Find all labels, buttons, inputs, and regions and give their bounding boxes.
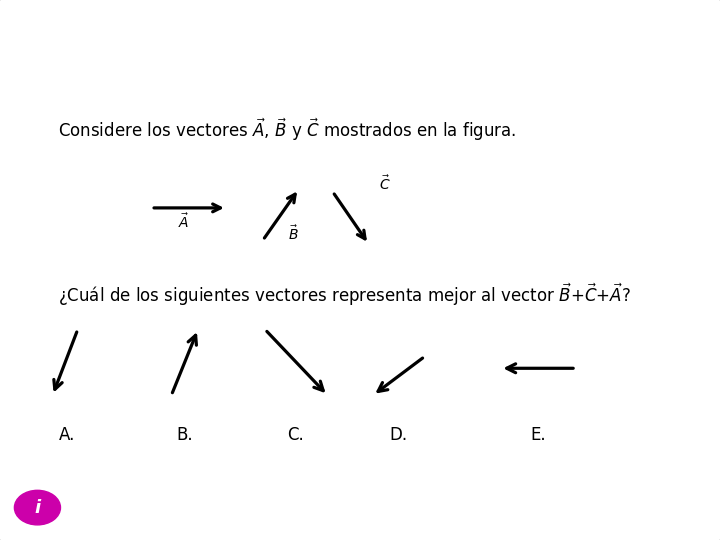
Text: $\vec{C}$: $\vec{C}$ [379,174,391,193]
Text: $\vec{A}$: $\vec{A}$ [178,212,189,231]
Text: D.: D. [390,426,408,444]
Circle shape [14,490,60,525]
Text: $\vec{B}$: $\vec{B}$ [289,225,299,244]
Text: C.: C. [287,426,305,444]
Text: Considere los vectores $\mathit{\vec{A}}$, $\mathit{\vec{B}}$ y $\mathit{\vec{C}: Considere los vectores $\mathit{\vec{A}}… [58,116,516,143]
Text: i: i [35,498,40,517]
Text: E.: E. [531,426,546,444]
Text: B.: B. [176,426,194,444]
Text: A.: A. [59,426,75,444]
Text: ¿Cuál de los siguientes vectores representa mejor al vector $\mathit{\vec{B}}$+$: ¿Cuál de los siguientes vectores represe… [58,281,630,308]
